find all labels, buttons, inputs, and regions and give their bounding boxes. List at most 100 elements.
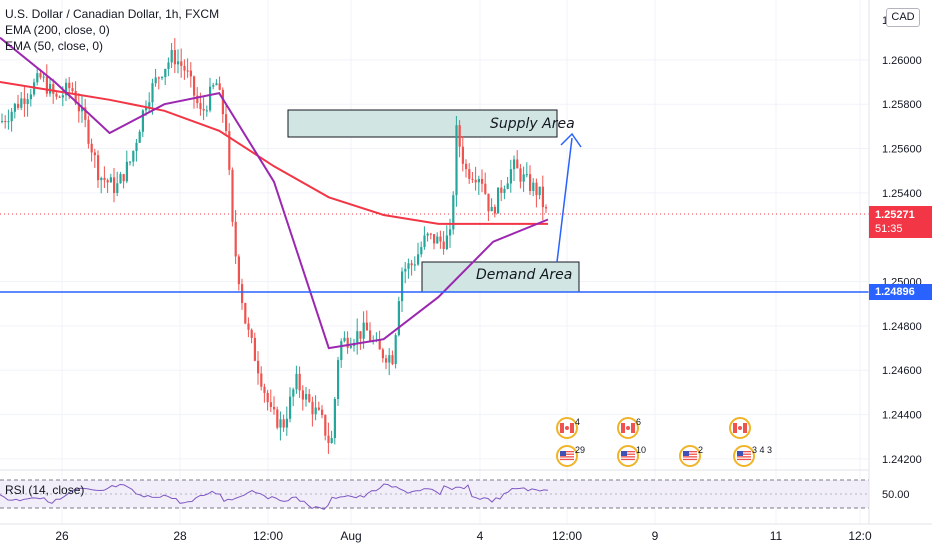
candle-body: [161, 77, 164, 79]
candle-body: [231, 169, 234, 222]
candle-body: [298, 373, 301, 391]
candle-body: [84, 107, 87, 120]
price-tick-label: 1.25600: [882, 144, 922, 156]
candle-body: [522, 174, 525, 182]
rsi-line: [0, 483, 549, 510]
candle-body: [442, 241, 445, 250]
demand-area-label[interactable]: Demand Area: [476, 267, 573, 283]
symbol-title[interactable]: U.S. Dollar / Canadian Dollar, 1h, FXCM: [5, 7, 220, 21]
candle-body: [266, 392, 269, 403]
rsi-legend[interactable]: RSI (14, close): [5, 483, 85, 497]
candle-body: [497, 187, 500, 214]
candle-body: [71, 88, 74, 92]
candle-body: [189, 70, 192, 77]
candle-body: [205, 110, 208, 112]
supply-zone[interactable]: [287, 109, 558, 138]
time-tick-label: 12:0: [848, 529, 872, 543]
candle-body: [401, 271, 404, 302]
candle-body: [164, 68, 167, 78]
ema50-line: [0, 36, 549, 350]
candle-body: [241, 284, 244, 304]
event-count: 3 4 3: [752, 445, 772, 455]
hline-price-tag: 1.24896: [869, 284, 932, 300]
candle-body: [509, 169, 512, 184]
candle-body: [170, 50, 173, 63]
candle-body: [282, 419, 285, 428]
ema200-legend[interactable]: EMA (200, close, 0): [5, 23, 110, 37]
candle-body: [29, 94, 32, 100]
candle-body: [93, 152, 96, 156]
us-event-icon[interactable]: 2: [679, 445, 703, 467]
candle-body: [487, 193, 490, 212]
candle-body: [193, 76, 196, 96]
candle-body: [68, 82, 71, 89]
candle-body: [388, 355, 391, 363]
candle-body: [273, 406, 276, 410]
candle-body: [177, 61, 180, 65]
canada-event-icon[interactable]: [729, 417, 751, 439]
price-tick-label: 1.26000: [882, 55, 922, 67]
chart-legend: U.S. Dollar / Canadian Dollar, 1h, FXCM …: [5, 6, 219, 54]
candle-body: [455, 125, 458, 196]
candle-body: [209, 86, 212, 111]
candle-body: [343, 337, 346, 342]
canada-event-icon[interactable]: 6: [617, 417, 641, 439]
candle-body: [426, 233, 429, 236]
time-tick-label: Aug: [340, 529, 361, 543]
us-event-icon[interactable]: 10: [617, 445, 646, 467]
candle-body: [125, 161, 128, 182]
current-price-tag: 1.25271 51:35: [869, 206, 932, 238]
candle-body: [225, 114, 228, 132]
candle-body: [439, 236, 442, 242]
candle-body: [7, 121, 10, 123]
candle-body: [257, 360, 260, 374]
candle-body: [484, 183, 487, 194]
candle-body: [500, 187, 503, 193]
candle-body: [237, 256, 240, 285]
currency-badge[interactable]: CAD: [886, 8, 920, 27]
candle-body: [52, 84, 55, 94]
candle-body: [391, 355, 394, 365]
candle-body: [138, 131, 141, 143]
candle-body: [423, 235, 426, 248]
candle-body: [151, 83, 154, 103]
candle-body: [369, 330, 372, 341]
candle-body: [452, 195, 455, 230]
us-event-icon[interactable]: 29: [556, 445, 585, 467]
canada-event-icon[interactable]: 4: [556, 417, 580, 439]
candle-body: [359, 331, 362, 339]
candle-body: [81, 107, 84, 112]
supply-area-label[interactable]: Supply Area: [490, 116, 575, 132]
price-tick-label: 1.24800: [882, 321, 922, 333]
candle-body: [183, 65, 186, 71]
candle-body: [148, 102, 151, 107]
candle-body: [154, 77, 157, 84]
candle-body: [458, 125, 461, 147]
candle-body: [541, 186, 544, 208]
candle-body: [97, 155, 100, 181]
ema50-legend[interactable]: EMA (50, close, 0): [5, 39, 104, 53]
candle-body: [247, 323, 250, 330]
candle-body: [506, 183, 509, 189]
candle-body: [410, 263, 413, 266]
candle-body: [199, 103, 202, 110]
candle-body: [116, 183, 119, 194]
candle-body: [202, 109, 205, 111]
candle-body: [305, 394, 308, 400]
candle-body: [45, 76, 48, 94]
candle-countdown: 51:35: [875, 223, 903, 235]
candle-body: [103, 177, 106, 181]
time-tick-label: 28: [173, 529, 187, 543]
economic-events[interactable]: 4 29 6 10 2 3 4 3: [556, 417, 772, 467]
candle-body: [295, 373, 298, 390]
candle-body: [529, 174, 532, 191]
time-axis[interactable]: 26 28 12:00 Aug 4 12:00 9 11 12:0: [55, 529, 872, 543]
price-axis[interactable]: 1.260001.258001.256001.254001.250001.248…: [882, 15, 922, 466]
projection-arrow[interactable]: [556, 132, 582, 263]
candle-body: [532, 182, 535, 191]
candle-body: [276, 409, 279, 428]
candle-body: [324, 415, 327, 436]
us-event-icon[interactable]: 3 4 3: [733, 445, 772, 467]
price-tick-label: 1.24400: [882, 410, 922, 422]
